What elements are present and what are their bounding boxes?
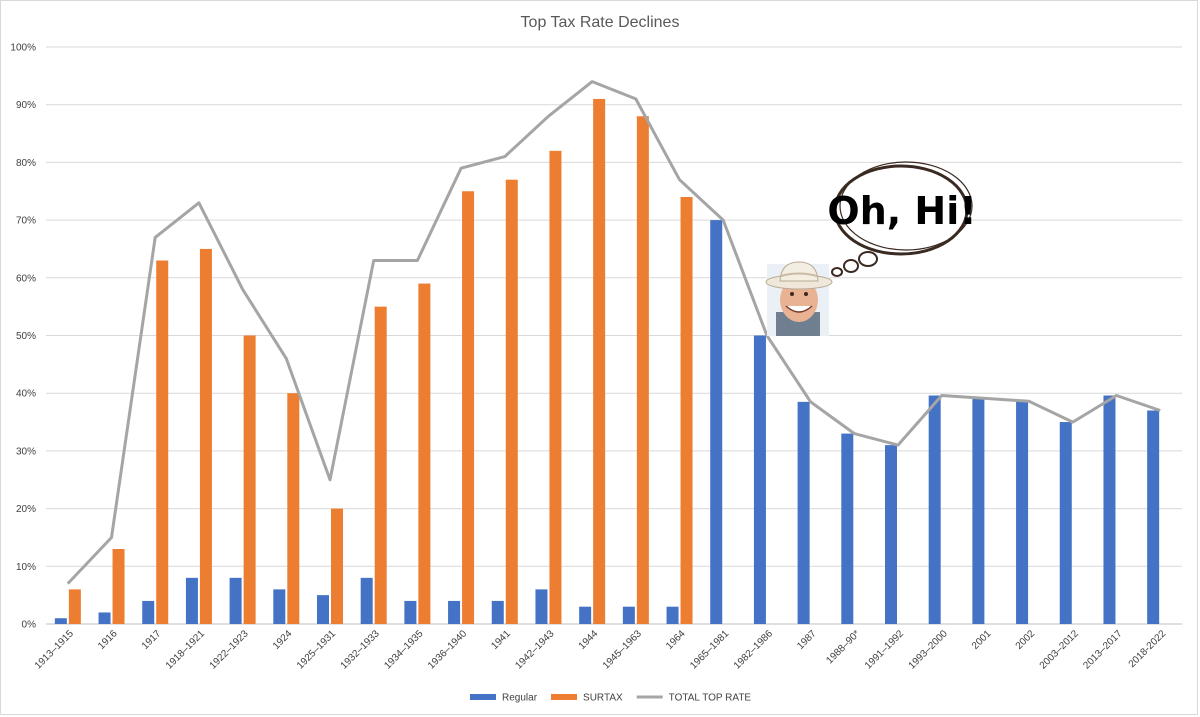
bar-regular [753, 335, 766, 624]
y-tick-label: 80% [16, 158, 36, 169]
bar-surtax [287, 393, 300, 624]
bar-regular [928, 395, 941, 624]
bar-surtax [68, 589, 81, 624]
x-tick-label: 1936–1940 [426, 628, 469, 671]
bar-regular [666, 606, 679, 624]
bar-surtax [374, 306, 387, 624]
y-tick-label: 40% [16, 389, 36, 400]
x-tick-label: 2013–2017 [1081, 628, 1124, 671]
bar-regular [885, 445, 897, 624]
bar-surtax [505, 179, 518, 624]
y-tick-label: 20% [16, 504, 36, 515]
bar-regular [1059, 422, 1072, 624]
legend-label: TOTAL TOP RATE [669, 693, 752, 704]
x-tick-label: 1993–2000 [907, 628, 950, 671]
x-tick-label: 1965–1981 [688, 628, 731, 671]
bar-regular [360, 577, 373, 624]
x-tick-label: 1917 [140, 628, 164, 652]
bar-regular [972, 398, 985, 624]
bubble-dot [831, 267, 843, 277]
legend-swatch [551, 694, 578, 700]
y-tick-label: 100% [10, 43, 36, 54]
bar-regular [491, 600, 504, 624]
bar-regular [142, 600, 155, 624]
bar-regular [98, 612, 111, 624]
bar-regular [317, 595, 329, 624]
bar-regular [1147, 410, 1160, 624]
bar-surtax [593, 98, 606, 625]
y-axis-ticks: 0% 10% 20% 30% 40% 50% 60% 70% 80% 90% 100% [10, 43, 36, 631]
bar-surtax [418, 283, 431, 624]
x-tick-label: 1918–1921 [164, 628, 207, 671]
bar-surtax [243, 335, 256, 624]
bar-surtax [549, 150, 562, 625]
thought-bubble: Oh, Hi! [827, 161, 977, 277]
bars [54, 98, 1160, 625]
bar-surtax [462, 191, 475, 624]
legend-label: SURTAX [583, 693, 623, 704]
bar-regular [622, 606, 635, 624]
bar-surtax [156, 260, 169, 624]
y-tick-label: 50% [16, 331, 36, 342]
bubble-dot [858, 251, 878, 267]
cowboy-hat-portrait-icon [765, 261, 833, 336]
y-tick-label: 70% [16, 216, 36, 227]
y-tick-label: 0% [22, 620, 37, 631]
grid-lines [46, 46, 1182, 625]
total-line [66, 80, 1161, 585]
x-tick-label: 1934–1935 [382, 628, 425, 671]
x-tick-label: 1982–1986 [732, 628, 775, 671]
y-tick-label: 60% [16, 273, 36, 284]
x-tick-label: 1945–1963 [601, 628, 644, 671]
x-tick-label: 1924 [271, 628, 295, 652]
bar-regular [535, 589, 548, 624]
bar-regular [710, 220, 723, 624]
bar-regular [1103, 395, 1116, 624]
x-tick-label: 1916 [96, 628, 120, 652]
line-total-top-rate [66, 80, 1161, 585]
bubble-dot [843, 259, 859, 273]
x-tick-label: 1987 [795, 628, 819, 652]
x-tick-label: 2018-2022 [1127, 628, 1169, 670]
bar-regular [404, 600, 417, 624]
x-tick-label: 1932–1933 [339, 628, 382, 671]
bar-surtax [636, 116, 649, 625]
x-tick-label: 2002 [1014, 628, 1038, 652]
x-tick-label: 1941 [489, 628, 513, 652]
legend-swatch [470, 694, 496, 700]
bar-regular [841, 433, 854, 624]
x-tick-label: 2001 [970, 628, 994, 652]
bubble-text: Oh, Hi! [827, 189, 976, 233]
y-tick-label: 10% [16, 562, 36, 573]
bar-surtax [331, 508, 343, 624]
legend: Regular SURTAX TOTAL TOP RATE [470, 693, 751, 704]
x-tick-label: 1913–1915 [33, 628, 76, 671]
x-tick-label: 2003–2012 [1038, 628, 1081, 671]
x-tick-label: 1964 [664, 628, 688, 652]
bar-surtax [199, 248, 212, 624]
x-tick-label: 1922–1923 [208, 628, 251, 671]
x-tick-label: 1944 [577, 628, 601, 652]
bar-regular [579, 606, 592, 624]
y-tick-label: 90% [16, 100, 36, 111]
bar-regular [1016, 401, 1029, 624]
x-tick-label: 1925–1931 [295, 628, 338, 671]
x-tick-label: 1942–1943 [513, 628, 556, 671]
bar-regular [797, 401, 810, 624]
bar-regular [448, 600, 461, 624]
x-axis-ticks: 1913–1915 1916 1917 1918–1921 1922–1923 1924 1… [33, 628, 1169, 671]
chart-title: Top Tax Rate Declines [521, 14, 680, 31]
x-tick-label: 1991–1992 [863, 628, 906, 671]
bar-surtax [112, 548, 125, 624]
x-tick-label: 1988–90* [824, 628, 862, 666]
bar-regular [273, 589, 286, 624]
bar-regular [185, 577, 198, 624]
legend-label: Regular [502, 693, 538, 704]
y-tick-label: 30% [16, 446, 36, 457]
bar-regular [229, 577, 242, 624]
bar-surtax [680, 197, 693, 624]
bar-regular [54, 618, 67, 624]
